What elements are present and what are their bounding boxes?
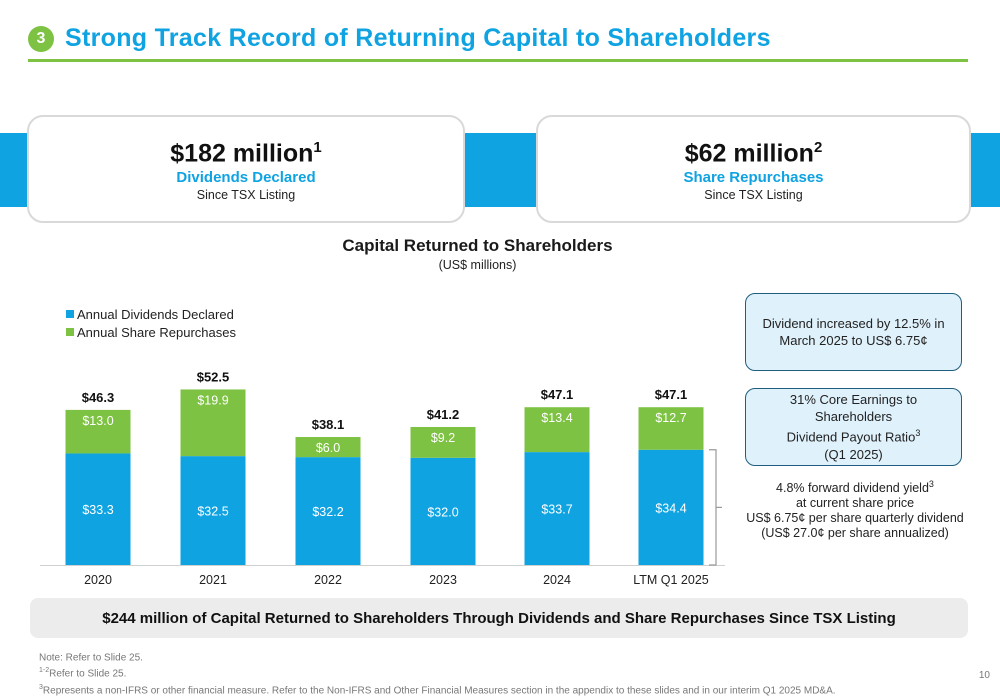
bar-value-label: $6.0	[316, 441, 340, 455]
legend-swatch-repurchases	[66, 328, 74, 336]
bar-value-label: $9.2	[431, 431, 455, 445]
bar-total-label: $38.1	[312, 417, 345, 432]
bar-total-label: $47.1	[541, 387, 574, 402]
legend-item-dividends: Annual Dividends Declared	[66, 305, 236, 323]
bar-segment-repurchases	[295, 437, 361, 458]
footnotes: Note: Refer to Slide 25. 1-2Refer to Sli…	[39, 648, 836, 697]
capital-returned-banner: $244 million of Capital Returned to Shar…	[30, 598, 968, 638]
bar-value-label: $12.7	[655, 411, 686, 425]
bar-value-label: $33.7	[541, 503, 572, 517]
repurchases-card: $62 million2 Share Repurchases Since TSX…	[536, 115, 971, 223]
bar-value-label: $33.3	[82, 503, 113, 517]
bar-value-label: $34.4	[655, 501, 686, 515]
bar-segment-dividends	[180, 456, 246, 565]
bar-total-label: $52.5	[197, 369, 230, 384]
footnote-1-2: 1-2Refer to Slide 25.	[39, 667, 127, 680]
bar-segment-dividends	[295, 457, 361, 565]
slide-title: Strong Track Record of Returning Capital…	[65, 24, 771, 52]
dividend-bracket	[709, 449, 717, 566]
bar-value-label: $32.5	[197, 505, 228, 519]
bar-value-label: $32.2	[312, 505, 343, 519]
x-tick-label: LTM Q1 2025	[633, 573, 709, 587]
dividends-label: Dividends Declared	[176, 169, 316, 187]
dividend-increase-box: Dividend increased by 12.5% in March 202…	[745, 293, 962, 371]
x-tick-label: 2022	[314, 573, 342, 587]
bar-segment-dividends	[410, 457, 476, 565]
legend-swatch-dividends	[66, 310, 74, 318]
bar-segment-repurchases	[638, 407, 704, 450]
page-number: 10	[978, 670, 990, 681]
dividends-amount: $182 million1	[170, 139, 322, 168]
legend-item-repurchases: Annual Share Repurchases	[66, 323, 236, 341]
bar-value-label: $32.0	[427, 505, 458, 519]
dividend-increase-text: Dividend increased by 12.5% in March 202…	[762, 316, 945, 348]
bar-total-label: $46.3	[82, 390, 115, 405]
x-tick-label: 2020	[84, 573, 112, 587]
bar-segment-repurchases	[524, 407, 590, 453]
bar-segment-repurchases	[180, 389, 246, 457]
payout-ratio-box: 31% Core Earnings to Shareholders Divide…	[745, 388, 962, 466]
bar-total-label: $47.1	[655, 387, 688, 402]
bar-segment-dividends	[638, 449, 704, 565]
dividends-card: $182 million1 Dividends Declared Since T…	[27, 115, 465, 223]
dividend-yield-text: 4.8% forward dividend yield3 at current …	[746, 479, 964, 541]
repurchases-since: Since TSX Listing	[704, 188, 803, 203]
bar-segment-dividends	[65, 453, 131, 565]
chart-subtitle: (US$ millions)	[438, 258, 517, 272]
title-underline	[28, 59, 968, 62]
footnote-note: Note: Refer to Slide 25.	[39, 652, 143, 664]
slide-header: 3 Strong Track Record of Returning Capit…	[28, 24, 771, 53]
chart-title: Capital Returned to Shareholders	[342, 236, 613, 255]
repurchases-label: Share Repurchases	[683, 169, 824, 187]
chart-legend: Annual Dividends Declared Annual Share R…	[66, 305, 236, 341]
bar-segment-dividends	[524, 452, 590, 565]
x-tick-label: 2021	[199, 573, 227, 587]
footnote-3: 3Represents a non-IFRS or other financia…	[39, 683, 836, 696]
bar-segment-repurchases	[410, 426, 476, 458]
bar-value-label: $19.9	[197, 393, 228, 407]
bar-value-label: $13.4	[541, 411, 572, 425]
dividends-since: Since TSX Listing	[196, 188, 296, 203]
payout-ratio-text: 31% Core Earnings to Shareholders Divide…	[786, 392, 921, 462]
x-tick-label: 2023	[429, 573, 457, 587]
bar-segment-repurchases	[65, 409, 131, 454]
repurchases-amount: $62 million2	[684, 139, 823, 168]
section-number-badge: 3	[28, 25, 54, 52]
bar-value-label: $13.0	[82, 414, 113, 428]
bar-total-label: $41.2	[427, 407, 460, 422]
x-tick-label: 2024	[543, 573, 571, 587]
